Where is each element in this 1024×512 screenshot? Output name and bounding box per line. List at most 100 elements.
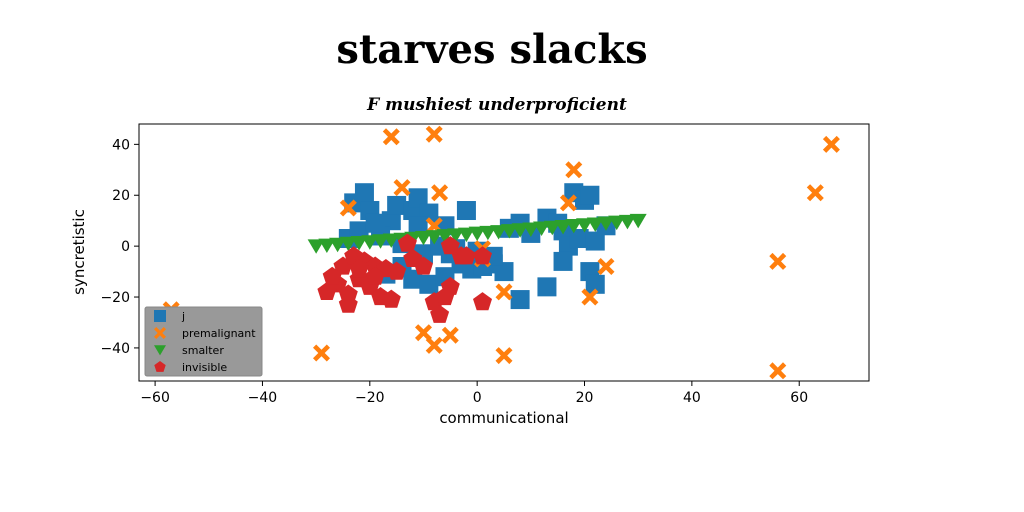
legend-label: smalter [182,344,224,357]
y-tick-label: 40 [112,137,130,153]
data-point [425,230,443,245]
data-point [495,283,513,301]
legend-entry: invisible [154,361,227,374]
x-tick-label: −20 [355,390,385,406]
data-point [365,266,385,285]
x-axis-label: communicational [439,409,568,427]
y-tick-label: 20 [112,188,130,204]
data-point [318,238,336,254]
legend-entry: j [154,310,185,323]
data-point [522,222,540,237]
legend-entry: premalignant [154,327,256,340]
y-tick-label: −20 [100,290,130,306]
data-point [425,336,443,354]
legend-box [144,306,263,377]
data-point [447,228,465,243]
data-point [339,199,357,217]
data-point [456,246,476,265]
legend-marker [154,327,166,339]
data-point [543,220,561,236]
data-point [806,184,824,202]
data-point [581,288,599,306]
data-point [456,201,476,221]
chart-suptitle: starves slacks [336,26,647,73]
data-point [576,218,594,233]
data-point [414,230,432,246]
data-point [580,185,600,205]
series-invisible [317,233,492,323]
data-point [408,188,428,208]
data-point [473,246,492,265]
marker-layer [162,125,840,380]
legend-label: invisible [182,361,227,374]
data-point [618,214,636,230]
x-tick-label: 60 [790,390,808,406]
data-point [382,128,400,146]
x-tick-label: 20 [576,390,594,406]
data-point [597,258,615,275]
data-point [495,347,513,365]
x-axis-ticks: −60 −40 −20 0 20 40 60 [140,381,808,406]
data-point [415,324,432,342]
data-point [597,216,615,231]
data-point [559,194,577,212]
x-tick-label: −40 [248,390,278,406]
legend-marker [154,310,166,322]
data-point [565,161,583,179]
data-point [372,234,390,249]
data-point [608,215,626,231]
data-point [387,195,407,215]
data-point [430,304,450,323]
data-point [419,274,439,294]
data-point [349,259,369,278]
data-point [629,213,647,229]
data-point [329,237,347,253]
data-point [553,251,573,271]
legend-entry: smalter [154,344,224,357]
data-point [585,231,605,251]
data-point [408,216,428,236]
legend-label: premalignant [182,327,256,340]
legend-label: j [181,310,185,323]
data-point [500,224,518,239]
data-point [313,344,330,362]
data-point [339,236,357,252]
chart-title: F mushiest underproficient [366,95,627,115]
data-point [441,326,459,344]
y-tick-label: −40 [100,341,130,357]
y-tick-label: 0 [121,239,130,255]
x-tick-label: −60 [140,390,170,406]
data-point [393,179,411,197]
legend: j premalignant smalter invisible [144,306,263,377]
data-point [436,229,454,244]
data-point [387,261,407,280]
data-point [350,236,368,251]
data-point [537,277,557,297]
data-point [365,213,385,233]
data-point [769,362,787,380]
data-point [440,236,460,255]
data-point [569,229,589,249]
data-point [338,294,358,313]
data-point [322,266,342,285]
data-point [565,218,583,234]
x-tick-label: 40 [683,390,701,406]
legend-marker [154,361,166,372]
data-point [468,226,486,242]
data-point [473,292,492,311]
data-point [479,225,497,241]
data-point [354,183,374,203]
data-point [822,135,840,153]
data-point [381,289,401,308]
data-point [554,220,572,235]
data-point [586,217,604,232]
data-point [338,284,358,303]
data-point [317,281,337,300]
series-smalter [307,213,647,254]
legend-marker [154,345,166,356]
data-point [403,248,423,267]
data-point [381,211,401,231]
x-tick-label: 0 [473,390,482,406]
data-point [494,262,514,282]
